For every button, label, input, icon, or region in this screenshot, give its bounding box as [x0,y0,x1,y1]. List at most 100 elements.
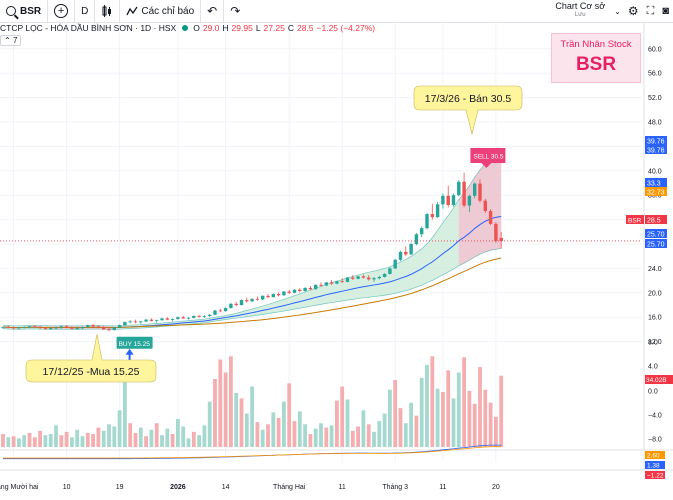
chart-layout-button[interactable]: Chart Cơ sở Lưu [549,2,611,20]
candle [22,326,26,329]
candle [170,318,175,322]
price-axis-badge [645,229,667,238]
volume-bar [292,421,297,447]
candle-body [160,318,164,321]
compare-button[interactable]: + [48,0,76,22]
symbol-search-button[interactable]: BSR [0,0,49,22]
volume-bar [202,425,207,447]
candle-body [488,211,493,224]
candle-body [49,328,53,329]
volume-bar [70,437,74,447]
candle [261,295,265,301]
chart-style-button[interactable] [95,0,121,22]
price-tick-label: 36.0 [648,193,662,200]
redo-button[interactable]: ↷ [224,0,246,22]
band-lower-line [2,248,502,330]
candle [483,198,487,213]
chevron-down-icon[interactable]: ⌄ [614,6,621,16]
candle [75,326,79,331]
candle [345,276,350,283]
macd-badge-text: 2.60 [647,453,660,460]
volume-bar [149,429,154,447]
symbol-badge-text: BSR [628,218,642,225]
candle-body [123,322,127,326]
price-tick-label: 56.0 [648,71,662,78]
candle [351,275,355,280]
volume-bar [234,393,239,447]
candle-body [473,183,477,196]
volume-bar [38,430,42,447]
candle [282,290,286,296]
settings-icon[interactable]: ⚙ [627,4,639,18]
candle [372,276,376,282]
candle-body [43,328,48,329]
volume-bar [176,418,180,447]
candle [303,287,307,292]
legend-title[interactable]: CTCP LỌC - HÓA DẦU BÌNH SƠN · 1D · HSX [0,23,177,33]
candle-body [462,181,466,206]
candle-body [112,327,116,331]
candle [446,185,450,208]
volume-bar [372,431,376,447]
volume-bar [462,357,466,447]
volume-bar [64,431,69,447]
candle-body [388,268,392,274]
candle-body [478,183,482,201]
price-tick-label: 48.0 [648,120,662,127]
volume-bar [128,423,133,447]
volume-bar [85,432,90,447]
candle [202,315,207,318]
price-tick-label: 24.0 [648,266,662,273]
volume-bar [303,424,307,447]
indicators-toggle[interactable]: ⌃ 7 [0,35,22,46]
time-axis-label: Tháng Hai [273,484,306,491]
candle-body [298,289,302,291]
price-axis-badge-text: 39.76 [647,148,665,155]
series-legend: CTCP LỌC - HÓA DẦU BÌNH SƠN · 1D · HSX O… [0,23,375,33]
volume-bar [425,364,429,447]
candle [128,320,132,324]
volume-bar [271,412,276,447]
candle [441,193,445,209]
candle-body [276,294,281,296]
candle [59,325,63,329]
volume-bar [17,438,21,447]
undo-button[interactable]: ↶ [201,0,225,22]
volume-bar [446,370,451,447]
band-upper-line [2,151,502,327]
volume-bar [361,410,366,447]
candle [245,297,249,303]
candle [488,209,493,226]
candle-body [128,321,132,323]
candle [329,279,334,285]
candle-body [441,195,445,205]
fullscreen-icon[interactable]: ⛶ [646,4,655,17]
volume-bar [377,421,382,447]
volume-bar [276,417,281,447]
interval-button[interactable]: D [75,0,96,22]
price-axis-badge-text: 25.70 [647,232,665,239]
camera-icon[interactable]: ◙ [662,5,669,17]
volume-bar [207,401,212,447]
volume-bar [409,402,413,447]
candle-body [176,317,180,320]
time-axis-label: Tháng Mười hai [0,484,39,491]
volume-bar [138,427,143,447]
high-value: 29.95 [231,23,253,33]
candle-body [75,328,79,329]
buy-callout-bubble [25,333,157,383]
candle-body [266,295,270,298]
candle [287,289,291,295]
candle-body [1,326,5,328]
volume-bar [499,375,504,447]
macd-badge [645,461,665,469]
volume-bar [1,434,5,447]
time-axis-label: 2026 [170,484,186,491]
price-tick-label: 60.0 [648,46,662,53]
candle-body [186,317,191,319]
volume-bar [398,408,403,447]
candle-body [420,228,424,235]
indicators-button[interactable]: Các chỉ báo [120,0,202,22]
candle [319,282,323,287]
